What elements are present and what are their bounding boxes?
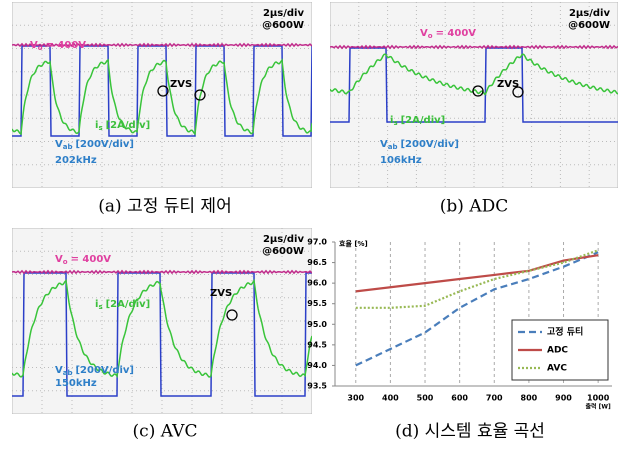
caption: (c) AVC xyxy=(133,422,198,442)
x-tick-label: 900 xyxy=(555,394,572,403)
text: [2A/div] xyxy=(106,120,151,131)
x-tick-label: 700 xyxy=(486,394,503,403)
subscript: o xyxy=(63,258,68,266)
y-tick-label: 96.0 xyxy=(307,279,327,288)
x-axis-label: 출력 [W] xyxy=(586,403,611,411)
legend-label: ADC xyxy=(547,346,568,356)
scale: 2μs/div xyxy=(263,8,305,19)
x-tick-label: 300 xyxy=(347,394,364,403)
caption: (b) ADC xyxy=(440,197,508,217)
text: [200V/div] xyxy=(75,139,134,150)
subscript: o xyxy=(38,44,43,52)
text: [2A/div] xyxy=(401,115,446,126)
x-tick-label: 400 xyxy=(382,394,399,403)
zvs-label: ZVS xyxy=(210,288,232,299)
figure: 2μs/div@600WVo= 400Vis[2A/div]Vab[200V/d… xyxy=(0,0,628,448)
x-tick-label: 800 xyxy=(521,394,538,403)
text: = 400V xyxy=(71,254,112,265)
frequency: 202kHz xyxy=(55,155,97,166)
text: = 400V xyxy=(46,40,87,51)
y-tick-label: 94.0 xyxy=(307,361,327,370)
subscript: s xyxy=(98,124,102,132)
y-tick-label: 96.5 xyxy=(307,258,327,267)
page: 2μs/div@600WVo= 400Vis[2A/div]Vab[200V/d… xyxy=(0,0,628,448)
subscript: s xyxy=(98,303,102,311)
subscript: ab xyxy=(388,143,398,151)
legend-label: 고정 듀티 xyxy=(547,326,583,338)
x-tick-label: 500 xyxy=(417,394,434,403)
subscript: o xyxy=(428,32,433,40)
legend-label: AVC xyxy=(547,364,567,374)
zvs-label: ZVS xyxy=(170,79,192,90)
frequency: 106kHz xyxy=(380,155,422,166)
scale: 2μs/div xyxy=(569,8,611,19)
y-tick-label: 95.5 xyxy=(307,299,327,308)
caption: (a) 고정 듀티 제어 xyxy=(98,197,231,217)
power: @600W xyxy=(568,20,610,31)
x-tick-label: 1000 xyxy=(587,394,610,403)
text: [200V/div] xyxy=(75,365,134,376)
frequency: 150kHz xyxy=(55,378,97,389)
text: [200V/div] xyxy=(400,139,459,150)
power: @600W xyxy=(262,20,304,31)
scale: 2μs/div xyxy=(263,234,305,245)
y-tick-label: 94.5 xyxy=(307,340,327,349)
subscript: ab xyxy=(63,369,73,377)
zvs-label: ZVS xyxy=(497,79,519,90)
y-tick-label: 93.5 xyxy=(307,382,327,391)
caption: (d) 시스템 효율 곡선 xyxy=(395,422,545,442)
text: [2A/div] xyxy=(106,299,151,310)
subscript: s xyxy=(393,119,397,127)
y-tick-label: 97.0 xyxy=(307,238,327,247)
y-tick-label: 95.0 xyxy=(307,320,327,329)
text: = 400V xyxy=(436,28,477,39)
subscript: ab xyxy=(63,143,73,151)
y-axis-label: 효율 [%] xyxy=(339,239,368,248)
power: @600W xyxy=(262,246,304,257)
x-tick-label: 600 xyxy=(451,394,468,403)
